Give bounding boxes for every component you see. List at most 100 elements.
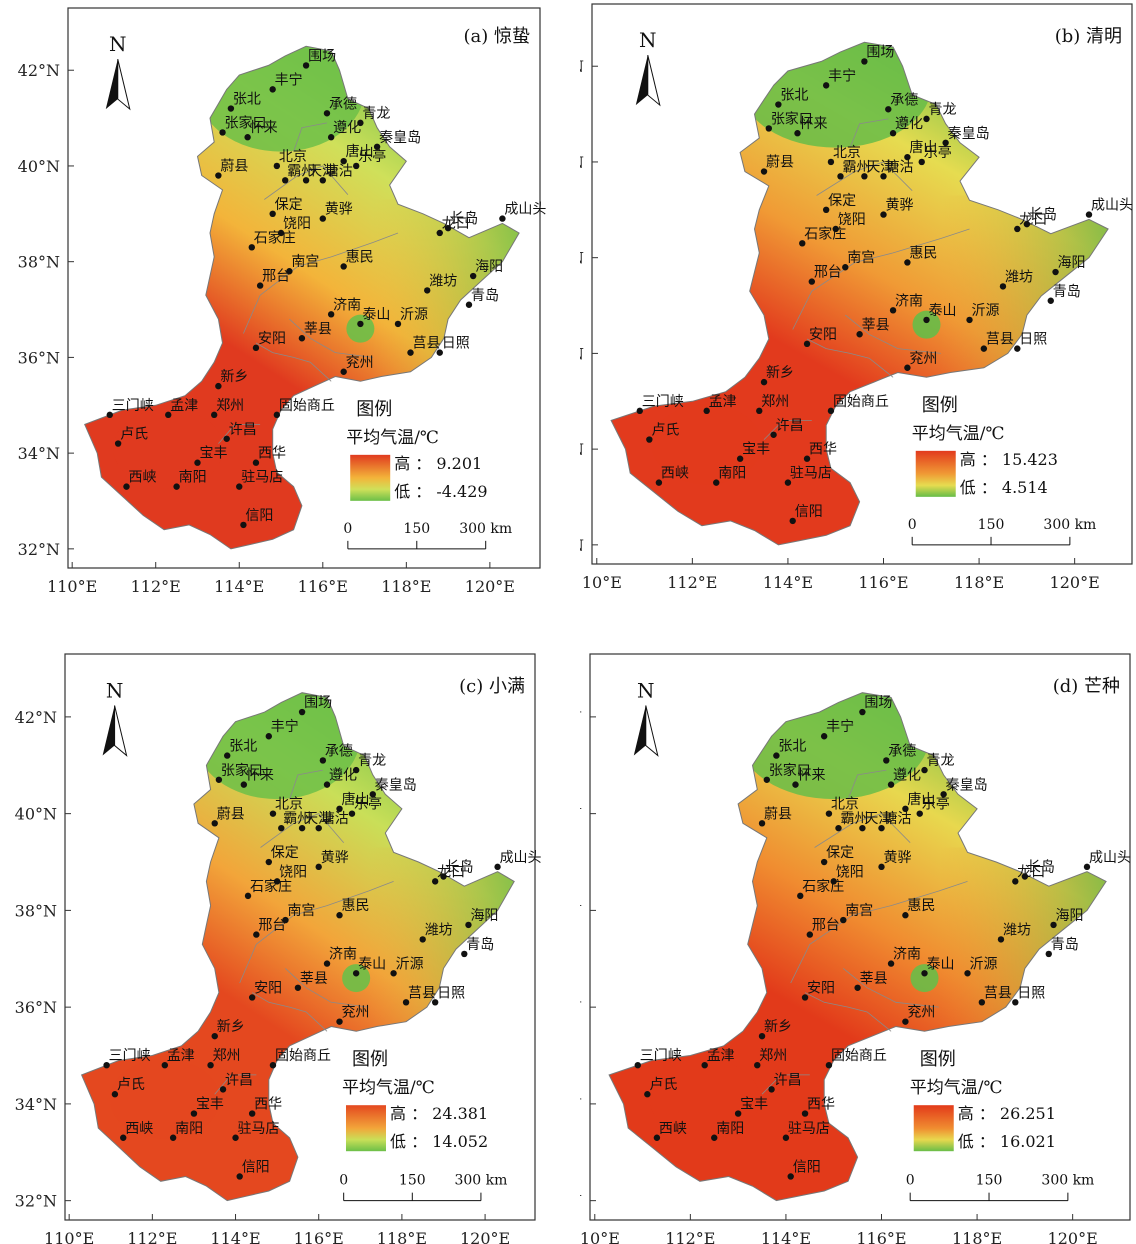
station-label: 蔚县 (766, 155, 794, 171)
lon-label: 120°E (460, 1229, 510, 1244)
legend-subtitle: 平均气温/℃ (346, 428, 439, 448)
lon-label: 112°E (667, 573, 717, 592)
station-marker (340, 263, 347, 270)
station-label: 青岛 (471, 288, 499, 304)
region-outline (610, 41, 1109, 546)
station-marker (298, 708, 306, 716)
province-boundary (790, 881, 968, 984)
lon-label: 118°E (954, 573, 1004, 592)
station-label: 饶阳 (836, 864, 864, 880)
station-marker (273, 162, 281, 170)
station-marker (923, 115, 930, 123)
station-marker (1050, 921, 1057, 929)
station-marker (918, 158, 925, 166)
province-boundary (814, 813, 911, 848)
lat-label: 36°N (580, 998, 582, 1017)
station-label: 北京 (833, 145, 861, 161)
province-boundary (792, 228, 970, 330)
station-label: 南阳 (179, 470, 207, 486)
station-label: 海阳 (1058, 255, 1086, 271)
station-label: 乐亭 (924, 144, 952, 161)
station-marker (236, 1173, 243, 1180)
station-label: 卢氏 (651, 423, 679, 439)
station-marker (256, 282, 264, 289)
province-boundary (239, 881, 394, 984)
station-marker (327, 311, 335, 318)
station-label: 惠民 (342, 898, 370, 914)
station-marker (923, 316, 930, 324)
station-marker (223, 435, 230, 442)
station-label: 遵化 (333, 119, 361, 136)
station-label: 新乡 (220, 369, 248, 385)
station-label: 保定 (275, 197, 303, 213)
station-marker (161, 1061, 169, 1069)
station-marker (402, 999, 410, 1006)
station-label: 信阳 (795, 504, 823, 520)
station-marker (701, 1061, 708, 1069)
station-label: 蔚县 (217, 806, 245, 822)
station-label: 济南 (893, 947, 921, 963)
province-boundary (845, 314, 941, 354)
station-label: 许昌 (225, 1072, 253, 1088)
station-marker (340, 368, 347, 375)
station-marker (883, 757, 890, 764)
north-arrow-icon (117, 58, 131, 111)
station-marker (842, 264, 849, 271)
station-marker (336, 805, 343, 813)
station-marker (240, 781, 248, 788)
station-label: 塘沽 (884, 811, 912, 827)
station-label: 西峡 (128, 470, 156, 486)
lon-label: 114°E (210, 1229, 260, 1244)
station-marker (227, 105, 235, 112)
station-marker (887, 781, 895, 788)
province-boundary (806, 338, 894, 378)
station-label: 遵化 (893, 767, 921, 784)
station-label: 怀来 (250, 120, 278, 136)
station-label: 秦皇岛 (375, 777, 417, 793)
station-marker (1023, 220, 1031, 228)
station-marker (302, 177, 310, 184)
station-label: 成山头 (1091, 198, 1133, 214)
station-label: 莘县 (304, 320, 332, 337)
north-arrow-label: N (109, 32, 127, 56)
station-marker (734, 1110, 742, 1117)
station-marker (211, 1032, 218, 1040)
legend-low-label: 低 ： 14.052 (390, 1132, 488, 1151)
station-marker (265, 858, 273, 866)
station-label: 南宫 (845, 903, 873, 919)
lon-label: 116°E (856, 1229, 906, 1244)
station-label: 乐亭 (922, 796, 950, 813)
station-marker (921, 766, 928, 774)
lat-label: 32°N (580, 1192, 582, 1211)
station-marker (269, 810, 277, 817)
station-marker (286, 268, 293, 275)
station-label: 饶阳 (279, 864, 307, 880)
station-label: 黄骅 (325, 201, 353, 218)
station-label: 西华 (807, 1097, 835, 1113)
station-label: 南宫 (291, 254, 319, 270)
station-marker (215, 776, 223, 783)
scale-bar-label: 300 km (454, 1173, 507, 1189)
station-label: 围场 (866, 44, 894, 60)
station-label: 饶阳 (283, 216, 311, 232)
lat-label: 36°N (15, 998, 57, 1017)
station-marker (207, 1061, 214, 1069)
station-marker (278, 824, 285, 832)
station-label: 孟津 (170, 398, 198, 414)
station-label: 新乡 (217, 1019, 245, 1035)
station-marker (1012, 878, 1019, 885)
station-label: 霸州 (287, 163, 315, 179)
station-marker (940, 791, 947, 798)
station-marker (837, 173, 844, 180)
legend-colorbar (350, 454, 391, 501)
station-marker (106, 411, 113, 419)
station-marker (803, 340, 811, 348)
station-marker (273, 878, 281, 885)
scale-bar-label: 150 (978, 517, 1005, 533)
station-marker (902, 1018, 909, 1025)
station-label: 张北 (233, 92, 261, 108)
station-marker (768, 1086, 775, 1093)
lat-label: 38°N (580, 901, 582, 920)
station-marker (352, 970, 360, 977)
station-label: 南宫 (847, 250, 875, 266)
